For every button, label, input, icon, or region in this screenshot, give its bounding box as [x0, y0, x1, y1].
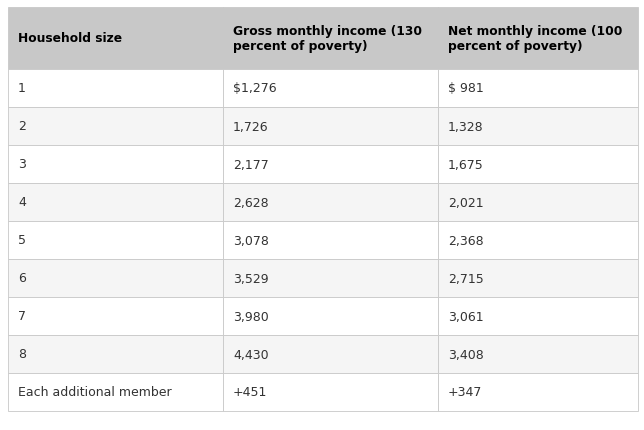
- Bar: [438, 8, 638, 70]
- Text: 2,715: 2,715: [448, 272, 484, 285]
- Bar: [8, 108, 223, 146]
- Bar: [223, 259, 438, 297]
- Bar: [8, 70, 223, 108]
- Text: 2,368: 2,368: [448, 234, 484, 247]
- Bar: [223, 70, 438, 108]
- Text: 1,675: 1,675: [448, 158, 484, 171]
- Bar: [8, 8, 223, 70]
- Text: 4: 4: [18, 196, 26, 209]
- Text: 6: 6: [18, 272, 26, 285]
- Bar: [438, 297, 638, 335]
- Bar: [438, 373, 638, 411]
- Bar: [438, 259, 638, 297]
- Text: 2,628: 2,628: [233, 196, 269, 209]
- Bar: [8, 297, 223, 335]
- Bar: [8, 373, 223, 411]
- Text: Net monthly income (100
percent of poverty): Net monthly income (100 percent of pover…: [448, 25, 622, 53]
- Text: 3,408: 3,408: [448, 348, 484, 361]
- Text: 5: 5: [18, 234, 26, 247]
- Text: 1,726: 1,726: [233, 120, 269, 133]
- Bar: [8, 221, 223, 259]
- Text: 2: 2: [18, 120, 26, 133]
- Text: $ 981: $ 981: [448, 82, 484, 95]
- Text: 8: 8: [18, 348, 26, 361]
- Text: 1: 1: [18, 82, 26, 95]
- Text: Household size: Household size: [18, 32, 122, 46]
- Bar: [223, 8, 438, 70]
- Bar: [223, 108, 438, 146]
- Text: 3: 3: [18, 158, 26, 171]
- Text: 2,177: 2,177: [233, 158, 269, 171]
- Text: Each additional member: Each additional member: [18, 386, 171, 399]
- Bar: [223, 297, 438, 335]
- Text: +347: +347: [448, 386, 482, 399]
- Bar: [223, 184, 438, 221]
- Text: 3,980: 3,980: [233, 310, 269, 323]
- Bar: [223, 335, 438, 373]
- Text: 2,021: 2,021: [448, 196, 484, 209]
- Bar: [8, 184, 223, 221]
- Bar: [438, 146, 638, 184]
- Text: $1,276: $1,276: [233, 82, 277, 95]
- Bar: [438, 184, 638, 221]
- Bar: [223, 221, 438, 259]
- Text: 3,078: 3,078: [233, 234, 269, 247]
- Bar: [438, 70, 638, 108]
- Bar: [438, 335, 638, 373]
- Text: 4,430: 4,430: [233, 348, 269, 361]
- Text: 3,061: 3,061: [448, 310, 484, 323]
- Bar: [8, 146, 223, 184]
- Bar: [438, 221, 638, 259]
- Bar: [438, 108, 638, 146]
- Text: +451: +451: [233, 386, 267, 399]
- Bar: [8, 259, 223, 297]
- Bar: [223, 373, 438, 411]
- Text: 7: 7: [18, 310, 26, 323]
- Text: 3,529: 3,529: [233, 272, 269, 285]
- Bar: [8, 335, 223, 373]
- Text: 1,328: 1,328: [448, 120, 484, 133]
- Text: Gross monthly income (130
percent of poverty): Gross monthly income (130 percent of pov…: [233, 25, 422, 53]
- Bar: [223, 146, 438, 184]
